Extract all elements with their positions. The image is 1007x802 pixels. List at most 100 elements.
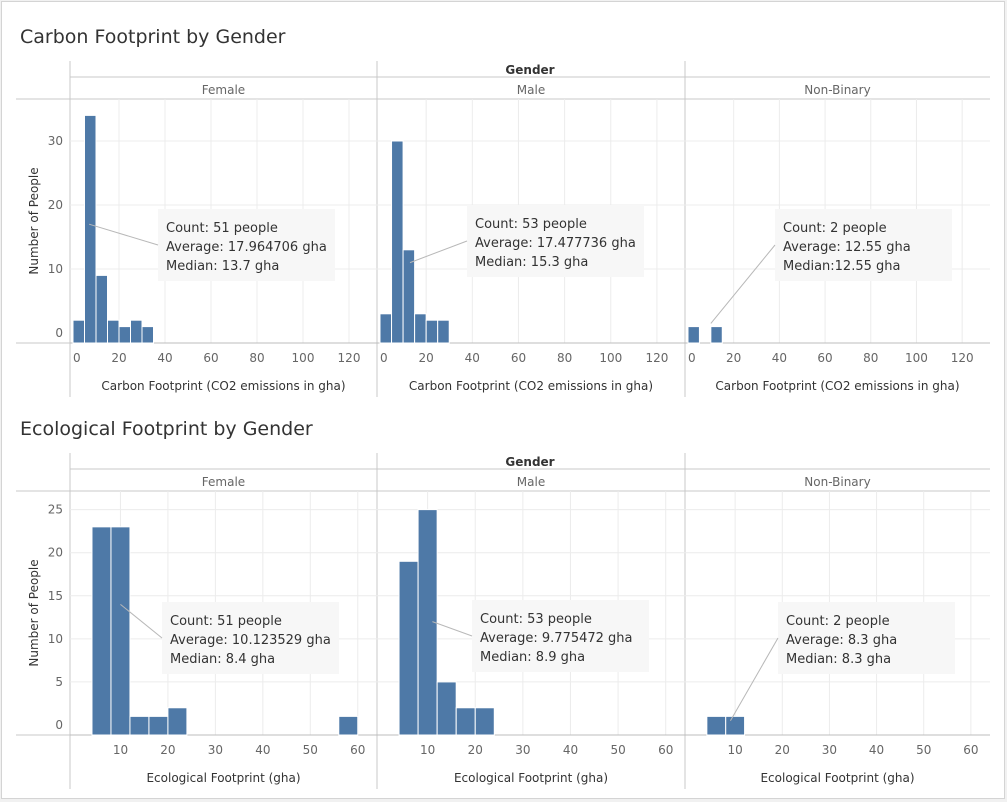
x-tick-label: 80 (863, 351, 878, 365)
histogram-bar[interactable] (379, 313, 393, 344)
x-tick-label: 20 (160, 743, 175, 757)
annotation-box (158, 209, 335, 281)
x-tick-label: 100 (905, 351, 928, 365)
x-tick-label: 50 (610, 743, 625, 757)
y-axis-label: Number of People (27, 559, 41, 666)
x-tick-label: 40 (772, 351, 787, 365)
x-tick-label: 10 (420, 743, 435, 757)
x-tick-label: 80 (249, 351, 264, 365)
histogram-bar[interactable] (91, 526, 112, 736)
annotation-text: Count: 51 people (170, 614, 282, 629)
facet-title: Female (202, 475, 245, 489)
chart-title: Carbon Footprint by Gender (20, 26, 286, 48)
histogram-bar[interactable] (455, 707, 476, 736)
annotation-text: Count: 53 people (480, 612, 592, 627)
annotation-text: Average: 10.123529 gha (170, 633, 331, 648)
histogram-bar[interactable] (436, 681, 457, 736)
x-tick-label: 40 (157, 351, 172, 365)
histogram-bar[interactable] (706, 715, 727, 736)
histogram-bar[interactable] (129, 715, 150, 736)
histogram-bar[interactable] (474, 707, 495, 736)
x-tick-label: 120 (951, 351, 974, 365)
histogram-bar[interactable] (414, 313, 427, 344)
facet-male: Male 0 20 40 60 80 100 120 Count: 53 people Avera… (377, 83, 685, 393)
facet-title: Non-Binary (804, 83, 870, 97)
histogram-bar[interactable] (437, 319, 450, 344)
y-tick-label: 0 (55, 326, 63, 340)
x-axis-label: Ecological Footprint (gha) (760, 771, 914, 785)
histogram-bar[interactable] (402, 249, 416, 344)
x-tick-label: 60 (203, 351, 218, 365)
histogram-bar[interactable] (398, 560, 419, 736)
x-tick-label: 20 (468, 743, 483, 757)
x-tick-label: 0 (73, 351, 81, 365)
facet-title: Male (517, 475, 545, 489)
annotation-text: Average: 8.3 gha (786, 633, 897, 648)
histogram-bar[interactable] (130, 319, 143, 344)
annotation-box (775, 209, 952, 281)
histogram-bar[interactable] (391, 140, 404, 344)
x-tick-label: 20 (111, 351, 126, 365)
column-header: Gender (505, 455, 554, 469)
x-tick-label: 40 (869, 743, 884, 757)
x-tick-label: 20 (726, 351, 741, 365)
histogram-bar[interactable] (167, 707, 188, 736)
y-tick-label: 20 (48, 546, 63, 560)
y-tick-label: 10 (48, 632, 63, 646)
annotation-text: Count: 2 people (783, 221, 887, 236)
histogram-bar[interactable] (141, 326, 154, 344)
histogram-bar[interactable] (725, 715, 746, 736)
annotation-leader-line (120, 603, 163, 639)
x-tick-label: 20 (775, 743, 790, 757)
x-tick-label: 60 (658, 743, 673, 757)
facet-male: Male 10 20 30 40 50 60 Count: 53 people Average:… (377, 475, 685, 785)
annotation-leader-line (729, 637, 779, 721)
annotation-text: Average: 17.477736 gha (475, 236, 636, 251)
annotation-box (778, 602, 955, 674)
y-tick-label: 10 (48, 262, 63, 276)
annotation-text: Average: 12.55 gha (783, 240, 911, 255)
annotation-leader-line (710, 244, 776, 324)
x-tick-label: 20 (419, 351, 434, 365)
histogram-bar[interactable] (338, 715, 359, 736)
histogram-bar[interactable] (425, 319, 439, 344)
histogram-bar[interactable] (95, 274, 108, 344)
histogram-bar[interactable] (84, 114, 97, 344)
chart-carbon: Carbon Footprint by Gender Gender Number o… (16, 26, 990, 397)
facet-non-binary: Non-Binary 10 20 30 40 50 60 Count: 2 people Ave… (685, 475, 990, 785)
histogram-bar[interactable] (710, 326, 723, 344)
histogram-bar[interactable] (148, 715, 169, 736)
x-axis-label: Ecological Footprint (gha) (454, 771, 608, 785)
histogram-bar[interactable] (687, 326, 700, 344)
annotation-text: Count: 53 people (475, 217, 587, 232)
x-axis-label: Carbon Footprint (CO2 emissions in gha) (101, 379, 345, 393)
histogram-bar[interactable] (107, 319, 120, 344)
x-tick-label: 60 (963, 743, 978, 757)
histogram-bar[interactable] (72, 319, 85, 344)
facet-non-binary: Non-Binary 0 20 40 60 80 100 120 Count: 2 people… (685, 83, 990, 393)
x-tick-label: 40 (255, 743, 270, 757)
annotation-box (472, 600, 649, 672)
annotation-text: Median: 13.7 gha (166, 259, 279, 274)
x-axis-label: Carbon Footprint (CO2 emissions in gha) (715, 379, 959, 393)
annotation-text: Median: 8.9 gha (480, 650, 585, 665)
y-tick-label: 15 (48, 589, 63, 603)
y-tick-label: 30 (48, 134, 63, 148)
annotation-text: Average: 9.775472 gha (480, 631, 633, 646)
x-tick-label: 30 (822, 743, 837, 757)
x-tick-label: 10 (728, 743, 743, 757)
annotation-leader-line (409, 240, 468, 264)
y-tick-label: 25 (48, 503, 63, 517)
histogram-bar[interactable] (110, 526, 131, 736)
histogram-bar[interactable] (118, 326, 131, 344)
chart-ecological: Ecological Footprint by Gender Gender Numb… (16, 418, 990, 789)
y-tick-label: 0 (55, 718, 63, 732)
x-tick-label: 50 (916, 743, 931, 757)
x-tick-label: 30 (515, 743, 530, 757)
histogram-bar[interactable] (417, 509, 438, 736)
x-tick-label: 40 (563, 743, 578, 757)
facet-title: Non-Binary (804, 475, 870, 489)
y-tick-label: 5 (55, 675, 63, 689)
x-tick-label: 10 (113, 743, 128, 757)
